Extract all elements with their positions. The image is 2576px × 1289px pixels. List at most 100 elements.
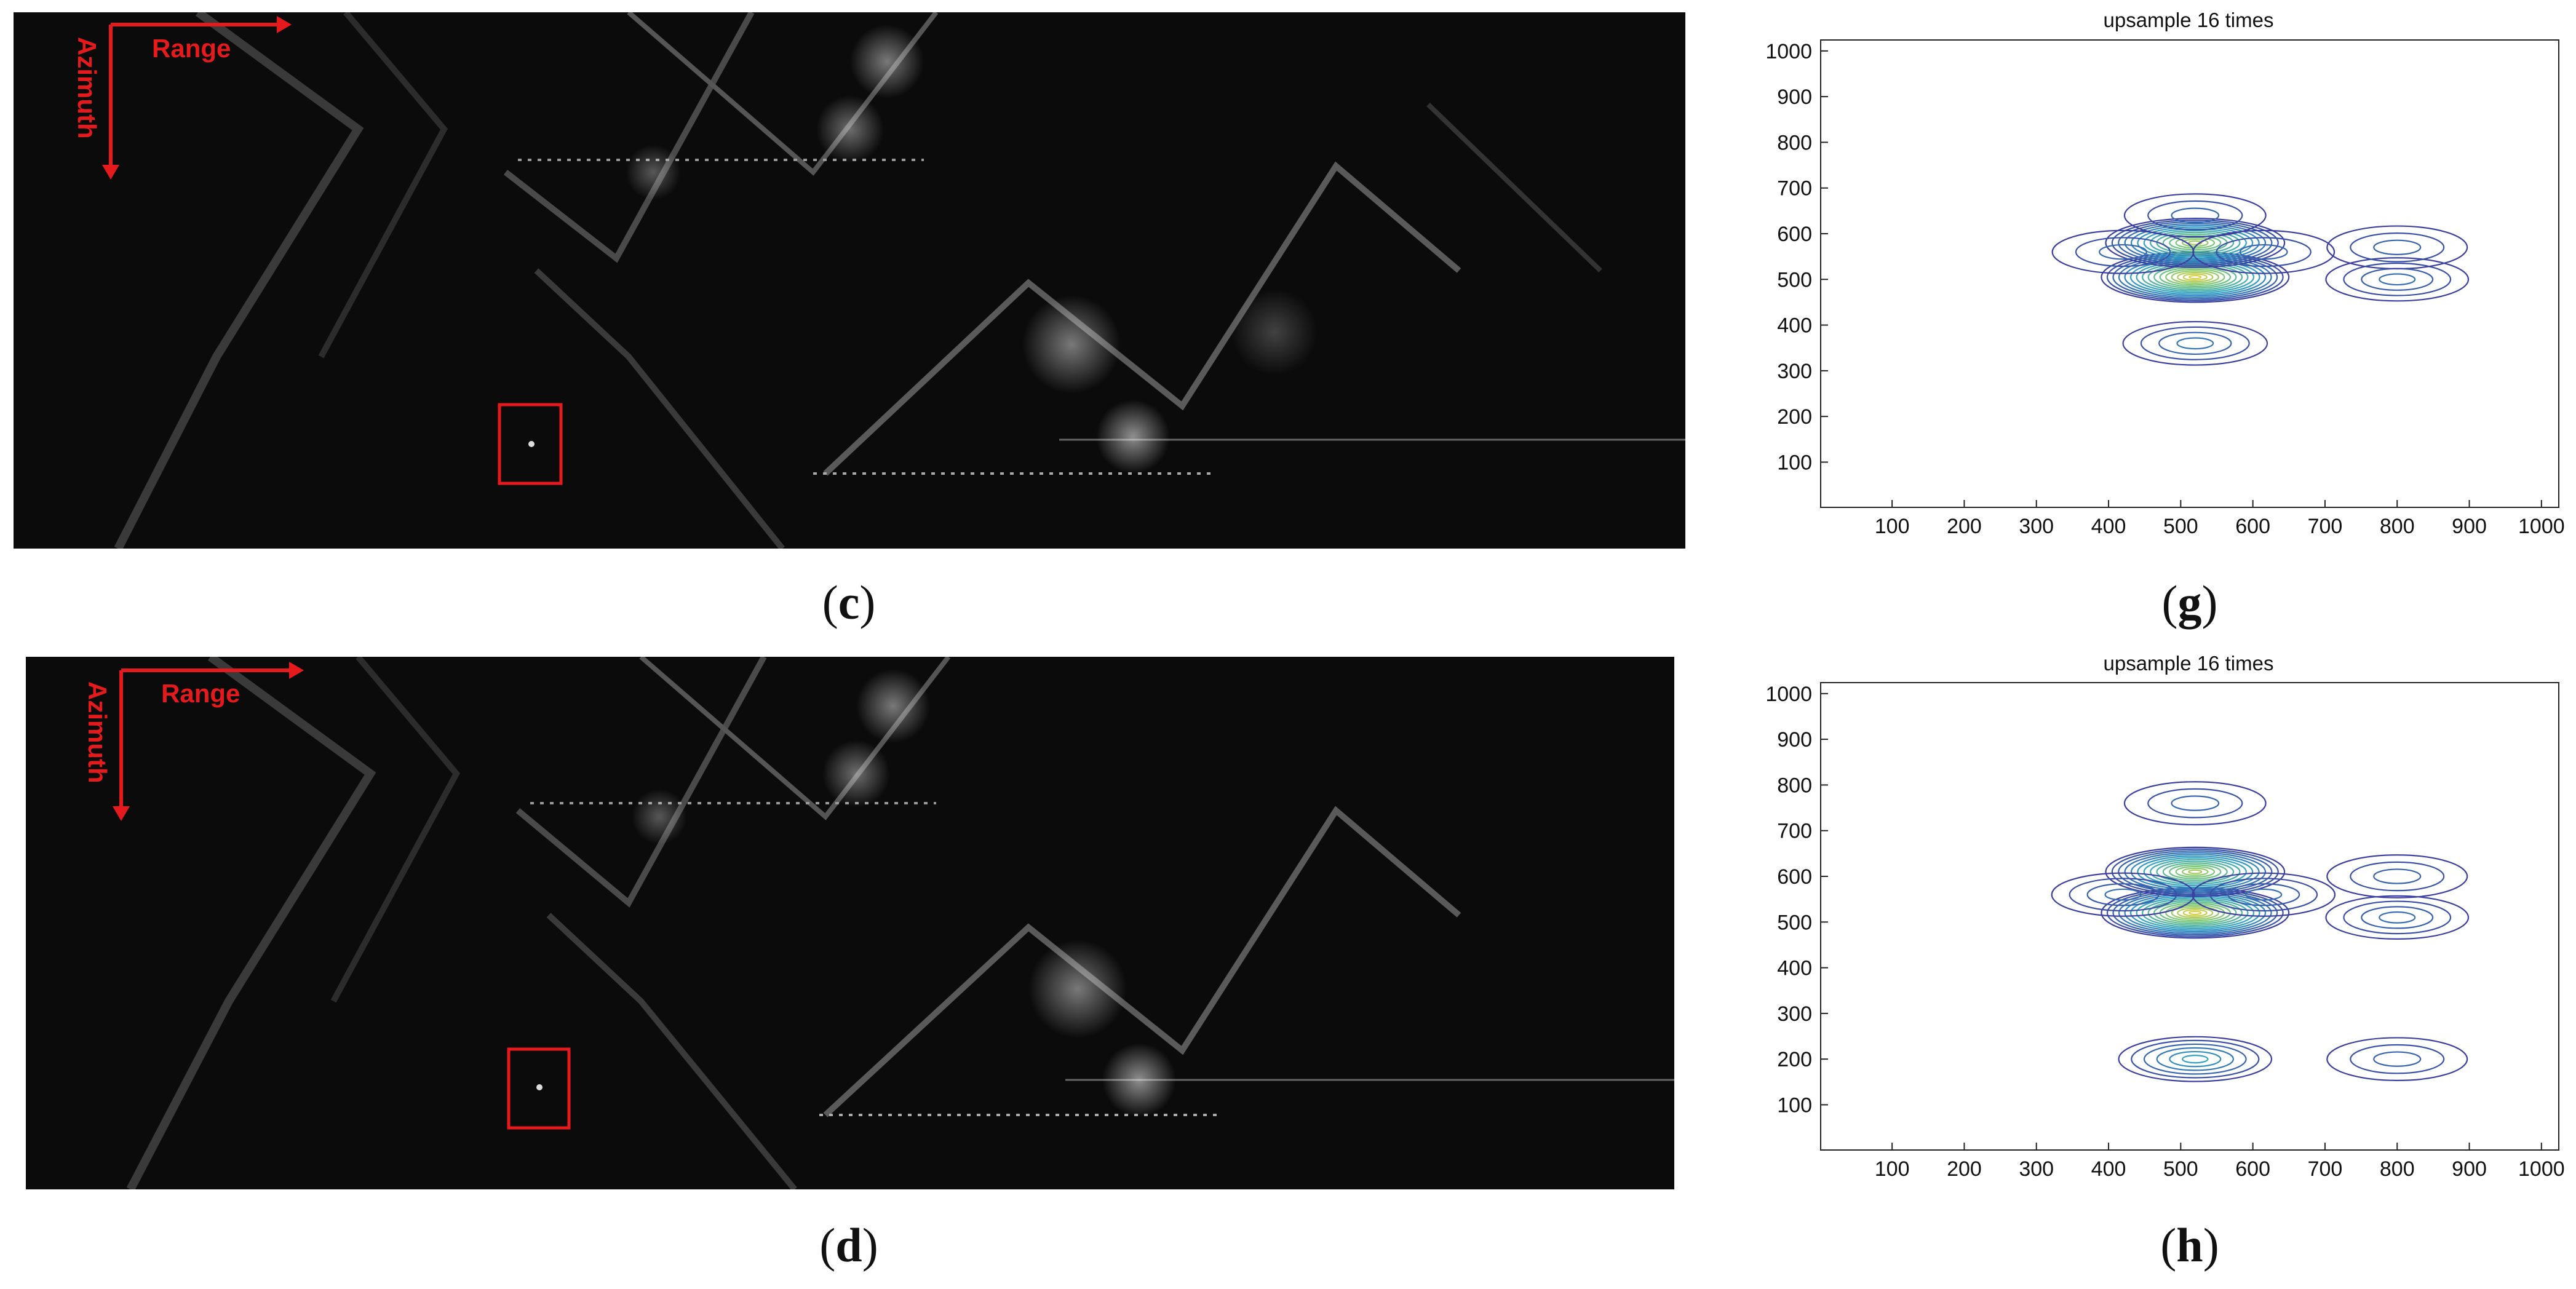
contour-ring: [2171, 207, 2220, 224]
contour-ring: [2137, 855, 2254, 889]
contour-ring: [2177, 271, 2214, 283]
contour-ring: [2245, 888, 2283, 901]
contour-ring: [2075, 237, 2171, 268]
y-tick-label: 1000: [1765, 683, 1812, 706]
contour-ring: [2111, 219, 2279, 266]
contour-ring: [2153, 901, 2237, 925]
contour-ring: [2147, 264, 2243, 291]
contour-ring: [2104, 888, 2142, 901]
y-tick-label: 900: [1777, 728, 1812, 752]
contour-ring: [2124, 223, 2267, 263]
target-box: [498, 403, 563, 485]
contour-ring: [2176, 337, 2214, 350]
contour-ring: [2181, 1054, 2209, 1064]
plot-title-g: upsample 16 times: [2103, 9, 2274, 31]
contour-ring: [2343, 262, 2452, 296]
contour-ring: [2188, 240, 2203, 245]
contour-ring: [2150, 229, 2241, 256]
contour-ring: [2177, 907, 2214, 919]
contour-ring: [2192, 872, 2336, 917]
contour-ring: [2137, 226, 2254, 260]
sar-scene-c: [102, 12, 1685, 549]
contour-ring: [2086, 883, 2160, 906]
caption-g: (g): [2161, 576, 2218, 629]
contour-ring: [2379, 273, 2416, 286]
x-tick-label: 900: [2452, 515, 2487, 538]
x-tick-label: 100: [1875, 515, 1910, 538]
contour-lines: [2051, 781, 2470, 1082]
contour-ring: [2379, 911, 2416, 924]
x-tick-label: 800: [2380, 1157, 2415, 1181]
contour-ring: [2143, 1043, 2247, 1075]
direction-arrows: [102, 16, 292, 180]
y-tick-label: 500: [1777, 268, 1812, 292]
contour-ring: [2373, 1051, 2422, 1067]
contour-ring: [2156, 860, 2235, 883]
contour-ring: [2051, 872, 2195, 917]
y-tick-label: 500: [1777, 911, 1812, 934]
y-tick-label: 100: [1777, 1093, 1812, 1117]
contour-ring: [2111, 848, 2279, 895]
contour-ring: [2123, 781, 2267, 826]
contour-ring: [2142, 262, 2249, 292]
contour-ring: [2150, 859, 2241, 885]
x-tick-label: 300: [2019, 515, 2054, 538]
caption-c: (c): [822, 576, 876, 629]
azimuth-label: Azimuth: [73, 37, 101, 139]
target-box: [507, 1047, 571, 1130]
contour-ring: [2123, 193, 2267, 238]
y-tick-label: 300: [1777, 1002, 1812, 1026]
contour-ring: [2182, 273, 2208, 281]
contour-ring: [2142, 898, 2249, 928]
y-tick-label: 700: [1777, 820, 1812, 843]
contour-ring: [2181, 867, 2209, 876]
plot-title-h: upsample 16 times: [2103, 652, 2274, 675]
x-tick-label: 1000: [2518, 515, 2565, 538]
contour-ring: [2175, 865, 2216, 878]
contour-ring: [2171, 795, 2220, 811]
y-tick-label: 400: [1777, 957, 1812, 980]
contour-ring: [2162, 862, 2228, 881]
range-label: Range: [152, 34, 231, 63]
contour-ring: [2326, 854, 2468, 898]
y-tick-label: 900: [1777, 85, 1812, 109]
y-tick-label: 200: [1777, 1048, 1812, 1071]
contour-ring: [2105, 846, 2286, 897]
contour-ring: [2122, 320, 2268, 366]
contour-ring: [2169, 864, 2222, 880]
contour-ring: [2209, 878, 2318, 912]
x-tick-label: 200: [1947, 1157, 1982, 1181]
x-tick-label: 500: [2163, 515, 2198, 538]
contour-ring: [2169, 235, 2222, 251]
contour-ring: [2361, 906, 2434, 929]
contour-ring: [2192, 229, 2335, 274]
azimuth-label: Azimuth: [83, 681, 112, 783]
y-tick-label: 100: [1777, 451, 1812, 474]
x-tick-label: 200: [1947, 515, 1982, 538]
contour-ring: [2350, 861, 2445, 892]
y-tick-label: 300: [1777, 360, 1812, 383]
contour-ring: [2124, 852, 2267, 892]
contour-plot-h: 100 200 300 400 500 600 700 800 900 1000 100 200 300…: [1765, 682, 2565, 1181]
contour-ring: [2343, 900, 2452, 935]
direction-arrows: [113, 662, 304, 821]
contour-ring: [2147, 788, 2243, 819]
contour-ring: [2350, 1044, 2445, 1074]
contour-ring: [2227, 883, 2300, 906]
contour-ring: [2325, 257, 2470, 302]
contour-ring: [2136, 896, 2255, 930]
x-tick-label: 500: [2163, 1157, 2198, 1181]
contour-ring: [2373, 239, 2422, 255]
y-tick-label: 800: [1777, 131, 1812, 154]
x-tick-label: 800: [2380, 515, 2415, 538]
y-tick-label: 700: [1777, 177, 1812, 200]
y-tick-label: 600: [1777, 223, 1812, 246]
contour-ring: [2118, 1036, 2273, 1082]
contour-ring: [2171, 270, 2219, 284]
contour-ring: [2156, 1047, 2235, 1071]
contour-ring: [2156, 231, 2235, 254]
contour-ring: [2165, 268, 2225, 286]
sar-image-d: Range Azimuth: [26, 657, 1674, 1189]
caption-d: (d): [819, 1218, 878, 1272]
contour-plot-g: 100 200 300 400 500 600 700 800 900 1000 100 200 300…: [1765, 39, 2565, 538]
